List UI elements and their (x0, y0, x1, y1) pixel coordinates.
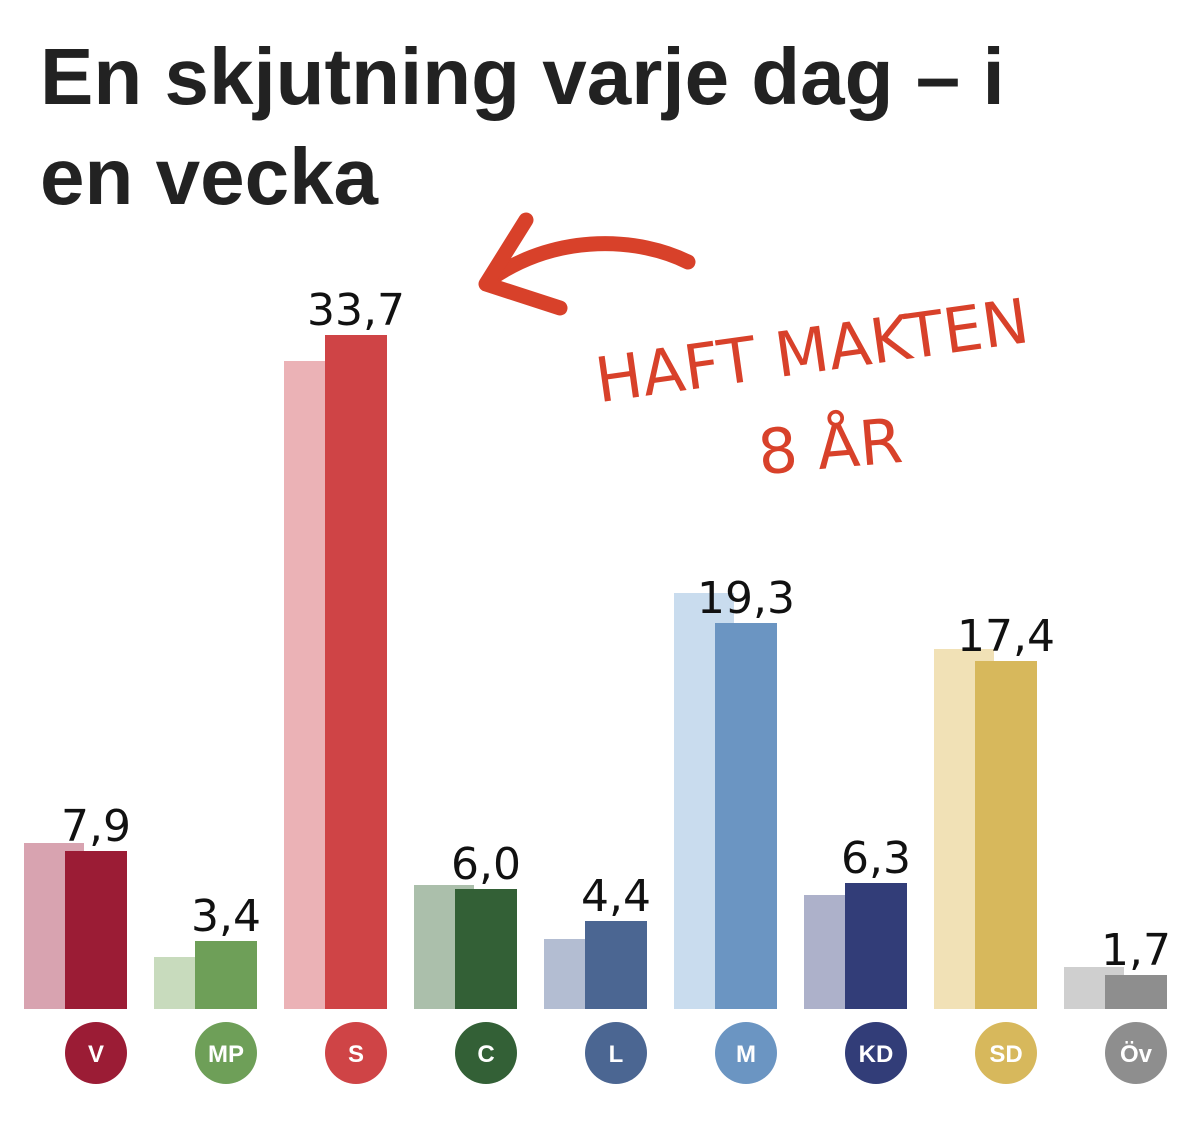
party-badges-group: V MP S C L M KD SD Öv (65, 1022, 1167, 1084)
bar-current-c (455, 889, 517, 1009)
value-labels-group: 7,9 3,4 33,7 6,0 4,4 19,3 6,3 17,4 1,7 (61, 285, 1171, 976)
annotation-text-line-1: HAFT MAKTEN (591, 284, 1033, 417)
party-badge-m (715, 1022, 777, 1084)
party-badge-c (455, 1022, 517, 1084)
value-label-öv: 1,7 (1101, 925, 1171, 976)
value-label-s: 33,7 (307, 285, 405, 336)
party-badge-kd (845, 1022, 907, 1084)
value-label-l: 4,4 (581, 871, 651, 922)
value-label-mp: 3,4 (191, 891, 261, 942)
party-label-m: M (736, 1041, 756, 1068)
party-label-kd: KD (859, 1041, 894, 1068)
party-label-s: S (348, 1041, 364, 1068)
value-label-sd: 17,4 (957, 611, 1055, 662)
party-badge-öv (1105, 1022, 1167, 1084)
party-badge-v (65, 1022, 127, 1084)
bars-group (24, 335, 1167, 1009)
party-label-c: C (477, 1041, 494, 1068)
bar-current-sd (975, 661, 1037, 1009)
bar-current-v (65, 851, 127, 1009)
party-badge-mp (195, 1022, 257, 1084)
bar-current-kd (845, 883, 907, 1009)
party-badge-s (325, 1022, 387, 1084)
party-label-l: L (609, 1041, 624, 1068)
bar-current-mp (195, 941, 257, 1009)
bar-current-l (585, 921, 647, 1009)
party-badge-sd (975, 1022, 1037, 1084)
chart-title-line-2: en vecka (40, 132, 379, 221)
bar-current-öv (1105, 975, 1167, 1009)
annotation-arrow-icon (484, 236, 696, 286)
annotation: HAFT MAKTEN 8 ÅR (478, 212, 1033, 489)
chart-title-line-1: En skjutning varje dag – i (40, 32, 1005, 121)
value-label-c: 6,0 (451, 839, 521, 890)
value-label-kd: 6,3 (841, 833, 911, 884)
party-label-mp: MP (208, 1041, 244, 1068)
bar-current-m (715, 623, 777, 1009)
value-label-m: 19,3 (697, 573, 795, 624)
value-label-v: 7,9 (61, 801, 131, 852)
bar-current-s (325, 335, 387, 1009)
party-label-öv: Öv (1120, 1041, 1153, 1068)
party-label-sd: SD (989, 1041, 1022, 1068)
annotation-arrowhead-icon (478, 212, 568, 316)
party-badge-l (585, 1022, 647, 1084)
party-label-v: V (88, 1041, 104, 1068)
annotation-text-line-2: 8 ÅR (755, 404, 905, 489)
